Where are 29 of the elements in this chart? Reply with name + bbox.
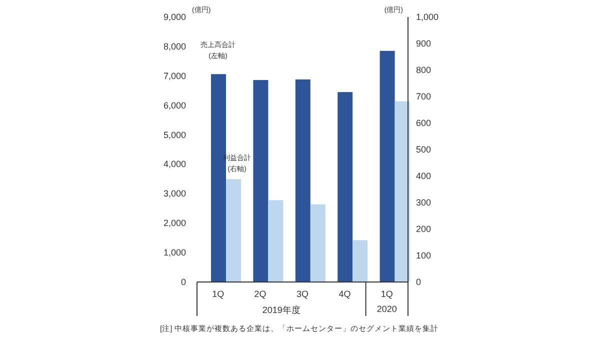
x-tick-label: 1Q <box>212 289 224 299</box>
y2-tick-label: 800 <box>416 65 432 75</box>
text: 2020 <box>376 304 397 314</box>
y-tick-label: 7,000 <box>163 70 186 81</box>
y2-tick-label: 0 <box>416 277 422 287</box>
y2-tick-label: 100 <box>416 250 432 260</box>
y2-tick-label: 700 <box>416 92 432 102</box>
y2-tick-label: 500 <box>416 144 432 154</box>
y2-tick-label: 600 <box>416 118 432 128</box>
text: 2019年度 <box>262 305 300 315</box>
y-tick-label: 9,000 <box>163 12 186 22</box>
y2-tick-label: 1,000 <box>416 12 439 22</box>
y-tick-label: 1,000 <box>163 248 186 258</box>
x-tick-label: 3Q <box>296 289 309 299</box>
y2-tick-label: 200 <box>416 224 432 234</box>
x-tick-label: 1Q <box>380 289 393 299</box>
y-tick-label: 0 <box>180 277 186 287</box>
y2-tick-label: 900 <box>416 38 432 48</box>
x-tick-label: 2Q <box>254 289 266 299</box>
y-tick-label: 6,000 <box>163 100 186 110</box>
y-tick-label: 3,000 <box>163 188 186 199</box>
y2-tick-label: 400 <box>416 171 432 181</box>
x-tick-label: 4Q <box>338 289 351 299</box>
y-tick-label: 8,000 <box>163 41 186 52</box>
bar <box>352 240 368 282</box>
y2-tick-label: 300 <box>416 198 432 208</box>
y-tick-label: 5,000 <box>163 130 186 140</box>
y-tick-label: 2,000 <box>163 218 186 228</box>
y-tick-label: 4,000 <box>163 159 186 170</box>
